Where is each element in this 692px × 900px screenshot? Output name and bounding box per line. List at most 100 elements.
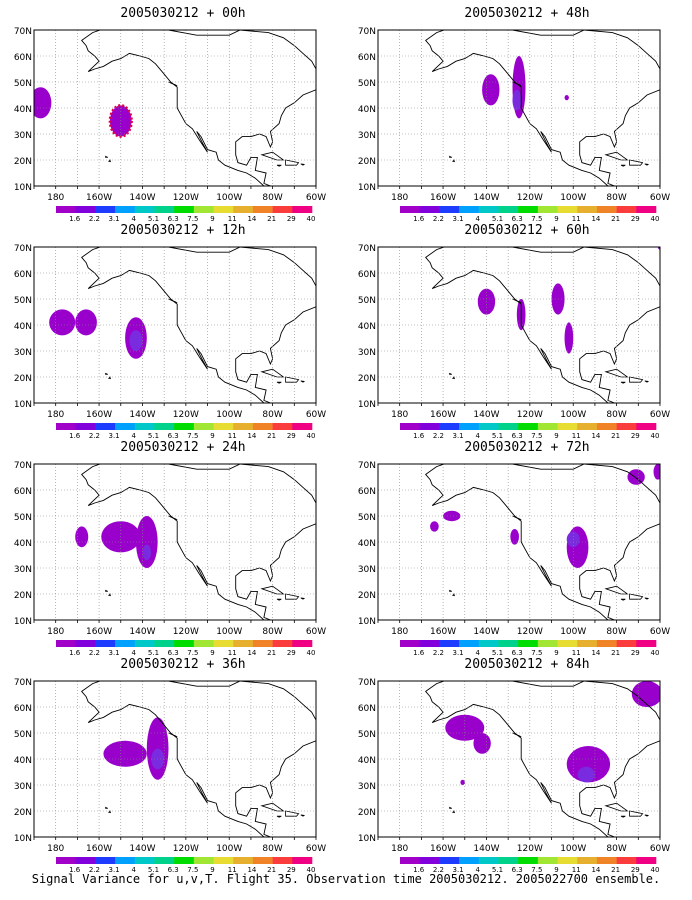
colorbar-label: 1.6 bbox=[69, 215, 81, 223]
variance-contour bbox=[657, 247, 660, 250]
colorbar-label: 14 bbox=[247, 215, 256, 223]
colorbar-label: 4 bbox=[132, 432, 137, 440]
variance-contour bbox=[75, 526, 89, 548]
colorbar-label: 4 bbox=[132, 215, 137, 223]
lat-tick-label: 20N bbox=[14, 591, 32, 601]
variance-contour bbox=[631, 681, 660, 707]
panel-title: 2005030212 + 72h bbox=[464, 440, 590, 455]
island bbox=[300, 163, 306, 166]
lon-tick-label: 160W bbox=[430, 193, 456, 203]
lat-tick-label: 10N bbox=[358, 400, 376, 410]
colorbar-swatch bbox=[233, 857, 254, 864]
colorbar-swatch bbox=[518, 206, 539, 213]
island bbox=[168, 732, 178, 738]
lat-tick-label: 20N bbox=[14, 374, 32, 384]
variance-contour bbox=[430, 521, 439, 532]
lat-tick-label: 10N bbox=[14, 617, 32, 627]
lat-tick-label: 20N bbox=[358, 591, 376, 601]
colorbar-label: 29 bbox=[287, 432, 296, 440]
colorbar-swatch bbox=[636, 640, 657, 647]
variance-contour bbox=[49, 309, 76, 336]
lon-tick-label: 140W bbox=[129, 844, 155, 854]
lon-tick-label: 80W bbox=[262, 193, 282, 203]
colorbar-label: 5.1 bbox=[148, 432, 159, 440]
colorbar-label: 21 bbox=[267, 649, 276, 657]
colorbar-swatch bbox=[213, 640, 234, 647]
variance-contour bbox=[566, 746, 611, 783]
lon-tick-label: 120W bbox=[517, 844, 543, 854]
colorbar-swatch bbox=[616, 857, 637, 864]
lat-tick-label: 40N bbox=[14, 756, 32, 766]
island bbox=[276, 381, 282, 384]
lon-tick-label: 60W bbox=[650, 627, 670, 637]
colorbar-label: 9 bbox=[554, 215, 558, 223]
map-layer: 70N 60N 50N 40N 30N 20N 10N 180 160W 140W 120W 100W… bbox=[358, 461, 670, 657]
lon-tick-label: 160W bbox=[430, 627, 456, 637]
colorbar-swatch bbox=[439, 423, 460, 430]
lon-tick-label: 60W bbox=[650, 410, 670, 420]
colorbar-label: 11 bbox=[228, 432, 237, 440]
lon-tick-label: 180 bbox=[47, 193, 64, 203]
island bbox=[168, 298, 178, 304]
colorbar-label: 21 bbox=[611, 649, 620, 657]
island bbox=[620, 381, 626, 384]
colorbar-label: 9 bbox=[210, 866, 214, 874]
lat-tick-label: 40N bbox=[358, 322, 376, 332]
lon-tick-label: 140W bbox=[473, 844, 499, 854]
map-content bbox=[378, 30, 660, 186]
colorbar-label: 11 bbox=[572, 866, 581, 874]
map-plot: 70N 60N 50N 40N 30N 20N 10N 180 160W 140W 120W 100W… bbox=[358, 678, 670, 874]
colorbar-label: 11 bbox=[572, 432, 581, 440]
colorbar-swatch bbox=[557, 423, 578, 430]
colorbar-label: 29 bbox=[287, 215, 296, 223]
colorbar-label: 2.2 bbox=[433, 432, 444, 440]
island bbox=[105, 372, 108, 375]
colorbar-swatch bbox=[419, 857, 440, 864]
map-content bbox=[378, 464, 660, 620]
coastline bbox=[81, 30, 316, 186]
colorbar-swatch bbox=[56, 423, 76, 430]
lat-tick-label: 10N bbox=[358, 183, 376, 193]
lon-tick-label: 80W bbox=[262, 410, 282, 420]
lat-tick-label: 40N bbox=[14, 105, 32, 115]
lat-tick-label: 50N bbox=[358, 730, 376, 740]
colorbar-label: 11 bbox=[228, 866, 237, 874]
colorbar-label: 11 bbox=[228, 649, 237, 657]
colorbar-label: 4 bbox=[476, 215, 481, 223]
colorbar-label: 29 bbox=[631, 866, 640, 874]
panel-title: 2005030212 + 36h bbox=[120, 657, 246, 672]
map-layer: 70N 60N 50N 40N 30N 20N 10N 180 160W 140W 120W 100W… bbox=[358, 244, 670, 440]
colorbar-swatch bbox=[557, 857, 578, 864]
map-content bbox=[378, 681, 660, 837]
lon-tick-label: 160W bbox=[86, 410, 112, 420]
lon-tick-label: 140W bbox=[473, 193, 499, 203]
variance-contour bbox=[142, 544, 152, 561]
lat-tick-label: 10N bbox=[358, 617, 376, 627]
island bbox=[620, 164, 626, 167]
island bbox=[276, 815, 282, 818]
island bbox=[285, 376, 300, 383]
lon-tick-label: 120W bbox=[173, 627, 199, 637]
map-layer: 70N 60N 50N 40N 30N 20N 10N 180 160W 140W 120W 100W… bbox=[14, 244, 326, 440]
lat-tick-label: 70N bbox=[358, 244, 376, 254]
colorbar-swatch bbox=[75, 206, 96, 213]
map-content bbox=[34, 247, 316, 403]
lat-tick-label: 20N bbox=[14, 808, 32, 818]
colorbar-label: 3.1 bbox=[453, 649, 464, 657]
colorbar-swatch bbox=[75, 640, 96, 647]
colorbar-label: 6.3 bbox=[512, 649, 523, 657]
map-panel-60h: 2005030212 + 60h 70N 60N 50N 40N 30N 20N 10N 18… bbox=[358, 223, 692, 440]
island bbox=[108, 376, 111, 380]
island bbox=[620, 815, 626, 818]
colorbar-label: 5.1 bbox=[492, 649, 503, 657]
variance-contour bbox=[443, 510, 461, 522]
map-frame bbox=[377, 463, 661, 621]
colorbar-label: 9 bbox=[210, 649, 214, 657]
colorbar-swatch bbox=[193, 857, 214, 864]
colorbar-label: 11 bbox=[572, 215, 581, 223]
lat-tick-label: 60N bbox=[14, 270, 32, 280]
colorbar-label: 7.5 bbox=[187, 866, 198, 874]
lon-tick-label: 140W bbox=[129, 193, 155, 203]
colorbar-label: 14 bbox=[247, 432, 256, 440]
colorbar-swatch bbox=[419, 423, 440, 430]
